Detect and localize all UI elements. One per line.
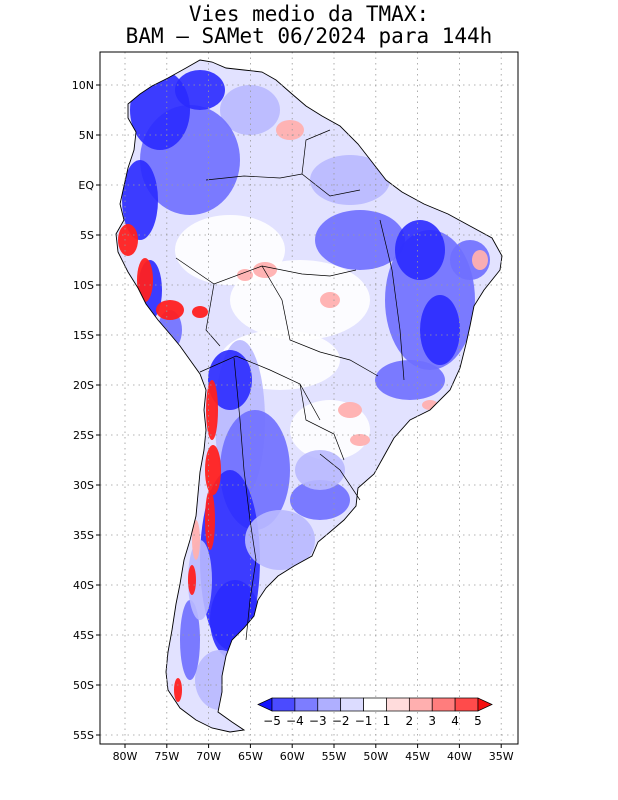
- map-title-line-1: Vies medio da TMAX:: [188, 2, 430, 26]
- lon-tick-label: 80W: [113, 750, 138, 763]
- lat-tick-label: 40S: [73, 579, 94, 592]
- country-border: [261, 265, 379, 377]
- bias-blob: [290, 480, 350, 520]
- lon-tick-label: 50W: [363, 750, 388, 763]
- bias-blob: [180, 600, 200, 680]
- lon-tick-label: 60W: [280, 750, 305, 763]
- bias-blob: [208, 350, 252, 410]
- warm-bias-blob: [174, 678, 182, 702]
- lat-tick-label: 5N: [79, 129, 94, 142]
- colorbar: −5 −4 −3 −2 −1 1 2 3 4 5: [257, 697, 493, 728]
- lat-tick-label: 10N: [72, 79, 94, 92]
- colorbar-label: −2: [332, 714, 350, 728]
- colorbar-label: −3: [309, 714, 327, 728]
- country-border: [319, 453, 361, 501]
- lat-tick-label: EQ: [78, 179, 94, 192]
- colorbar-box: [408, 697, 433, 712]
- colorbar-box: [386, 697, 410, 712]
- warm-bias-blob: [320, 292, 340, 308]
- colorbar-label: −4: [286, 714, 304, 728]
- bias-blob: [122, 160, 158, 240]
- colorbar-label: 2: [406, 714, 414, 728]
- country-border: [299, 383, 345, 461]
- colorbar-label: −1: [355, 714, 373, 728]
- country-border: [205, 173, 361, 197]
- bias-blob: [420, 295, 460, 365]
- warm-bias-blob: [472, 250, 488, 270]
- colorbar-box: [431, 697, 456, 712]
- country-border: [205, 283, 221, 347]
- lat-tick-label: 25S: [73, 429, 94, 442]
- bias-blob: [310, 155, 390, 205]
- lat-tick-label: 10S: [73, 279, 94, 292]
- warm-bias-blob: [350, 434, 370, 446]
- lon-tick-label: 65W: [238, 750, 263, 763]
- lon-tick-label: 70W: [196, 750, 221, 763]
- warm-bias-blob: [156, 300, 184, 320]
- lon-tick-label: 45W: [405, 750, 430, 763]
- warm-bias-blob: [192, 520, 200, 560]
- colorbar-label: 5: [474, 714, 482, 728]
- colorbar-label: −5: [263, 714, 281, 728]
- country-border: [301, 129, 331, 175]
- lat-tick-label: 55S: [73, 729, 94, 742]
- warm-bias-blob: [118, 224, 138, 256]
- bias-blob: [295, 450, 345, 490]
- bias-blob: [395, 220, 445, 280]
- colorbar-label: 1: [383, 714, 391, 728]
- country-border: [379, 219, 405, 381]
- map-title-line-2: BAM – SAMet 06/2024 para 144h: [125, 24, 493, 48]
- lon-tick-label: 35W: [489, 750, 514, 763]
- lat-tick-label: 20S: [73, 379, 94, 392]
- warm-bias-blob: [205, 445, 221, 495]
- lat-tick-label: 30S: [73, 479, 94, 492]
- bias-blob: [188, 540, 212, 620]
- colorbar-box: [363, 697, 387, 712]
- colorbar-box: [317, 697, 342, 712]
- coastline: [115, 59, 503, 733]
- lat-tick-label: 35S: [73, 529, 94, 542]
- bias-blob: [245, 510, 315, 570]
- warm-bias-blob: [276, 120, 304, 140]
- colorbar-box: [340, 697, 364, 712]
- warm-bias-blob: [205, 490, 215, 550]
- colorbar-box: [294, 697, 319, 712]
- lon-tick-label: 40W: [447, 750, 472, 763]
- colorbar-label: 4: [451, 714, 459, 728]
- lat-tick-label: 50S: [73, 679, 94, 692]
- warm-bias-blob: [192, 306, 208, 318]
- lon-tick-label: 75W: [154, 750, 179, 763]
- lon-tick-label: 55W: [322, 750, 347, 763]
- plot-frame: [99, 51, 519, 745]
- colorbar-box: [454, 697, 479, 712]
- warm-bias-blob: [206, 380, 218, 440]
- colorbar-max-arrow: [477, 697, 493, 712]
- colorbar-box: [271, 697, 296, 712]
- country-border: [175, 257, 357, 285]
- lat-tick-label: 15S: [73, 329, 94, 342]
- warm-bias-blob: [237, 269, 253, 281]
- warm-bias-blob: [338, 402, 362, 418]
- warm-bias-blob: [137, 258, 153, 302]
- bias-blob: [230, 260, 370, 340]
- bias-blob: [375, 360, 445, 400]
- colorbar-label: 3: [428, 714, 436, 728]
- lat-tick-label: 5S: [80, 229, 94, 242]
- bias-blob: [315, 210, 405, 270]
- warm-bias-blob: [188, 565, 196, 595]
- warm-bias-blob: [253, 262, 277, 278]
- lat-tick-label: 45S: [73, 629, 94, 642]
- bias-blob: [220, 85, 280, 135]
- country-border: [199, 355, 321, 421]
- bias-blob: [175, 70, 225, 110]
